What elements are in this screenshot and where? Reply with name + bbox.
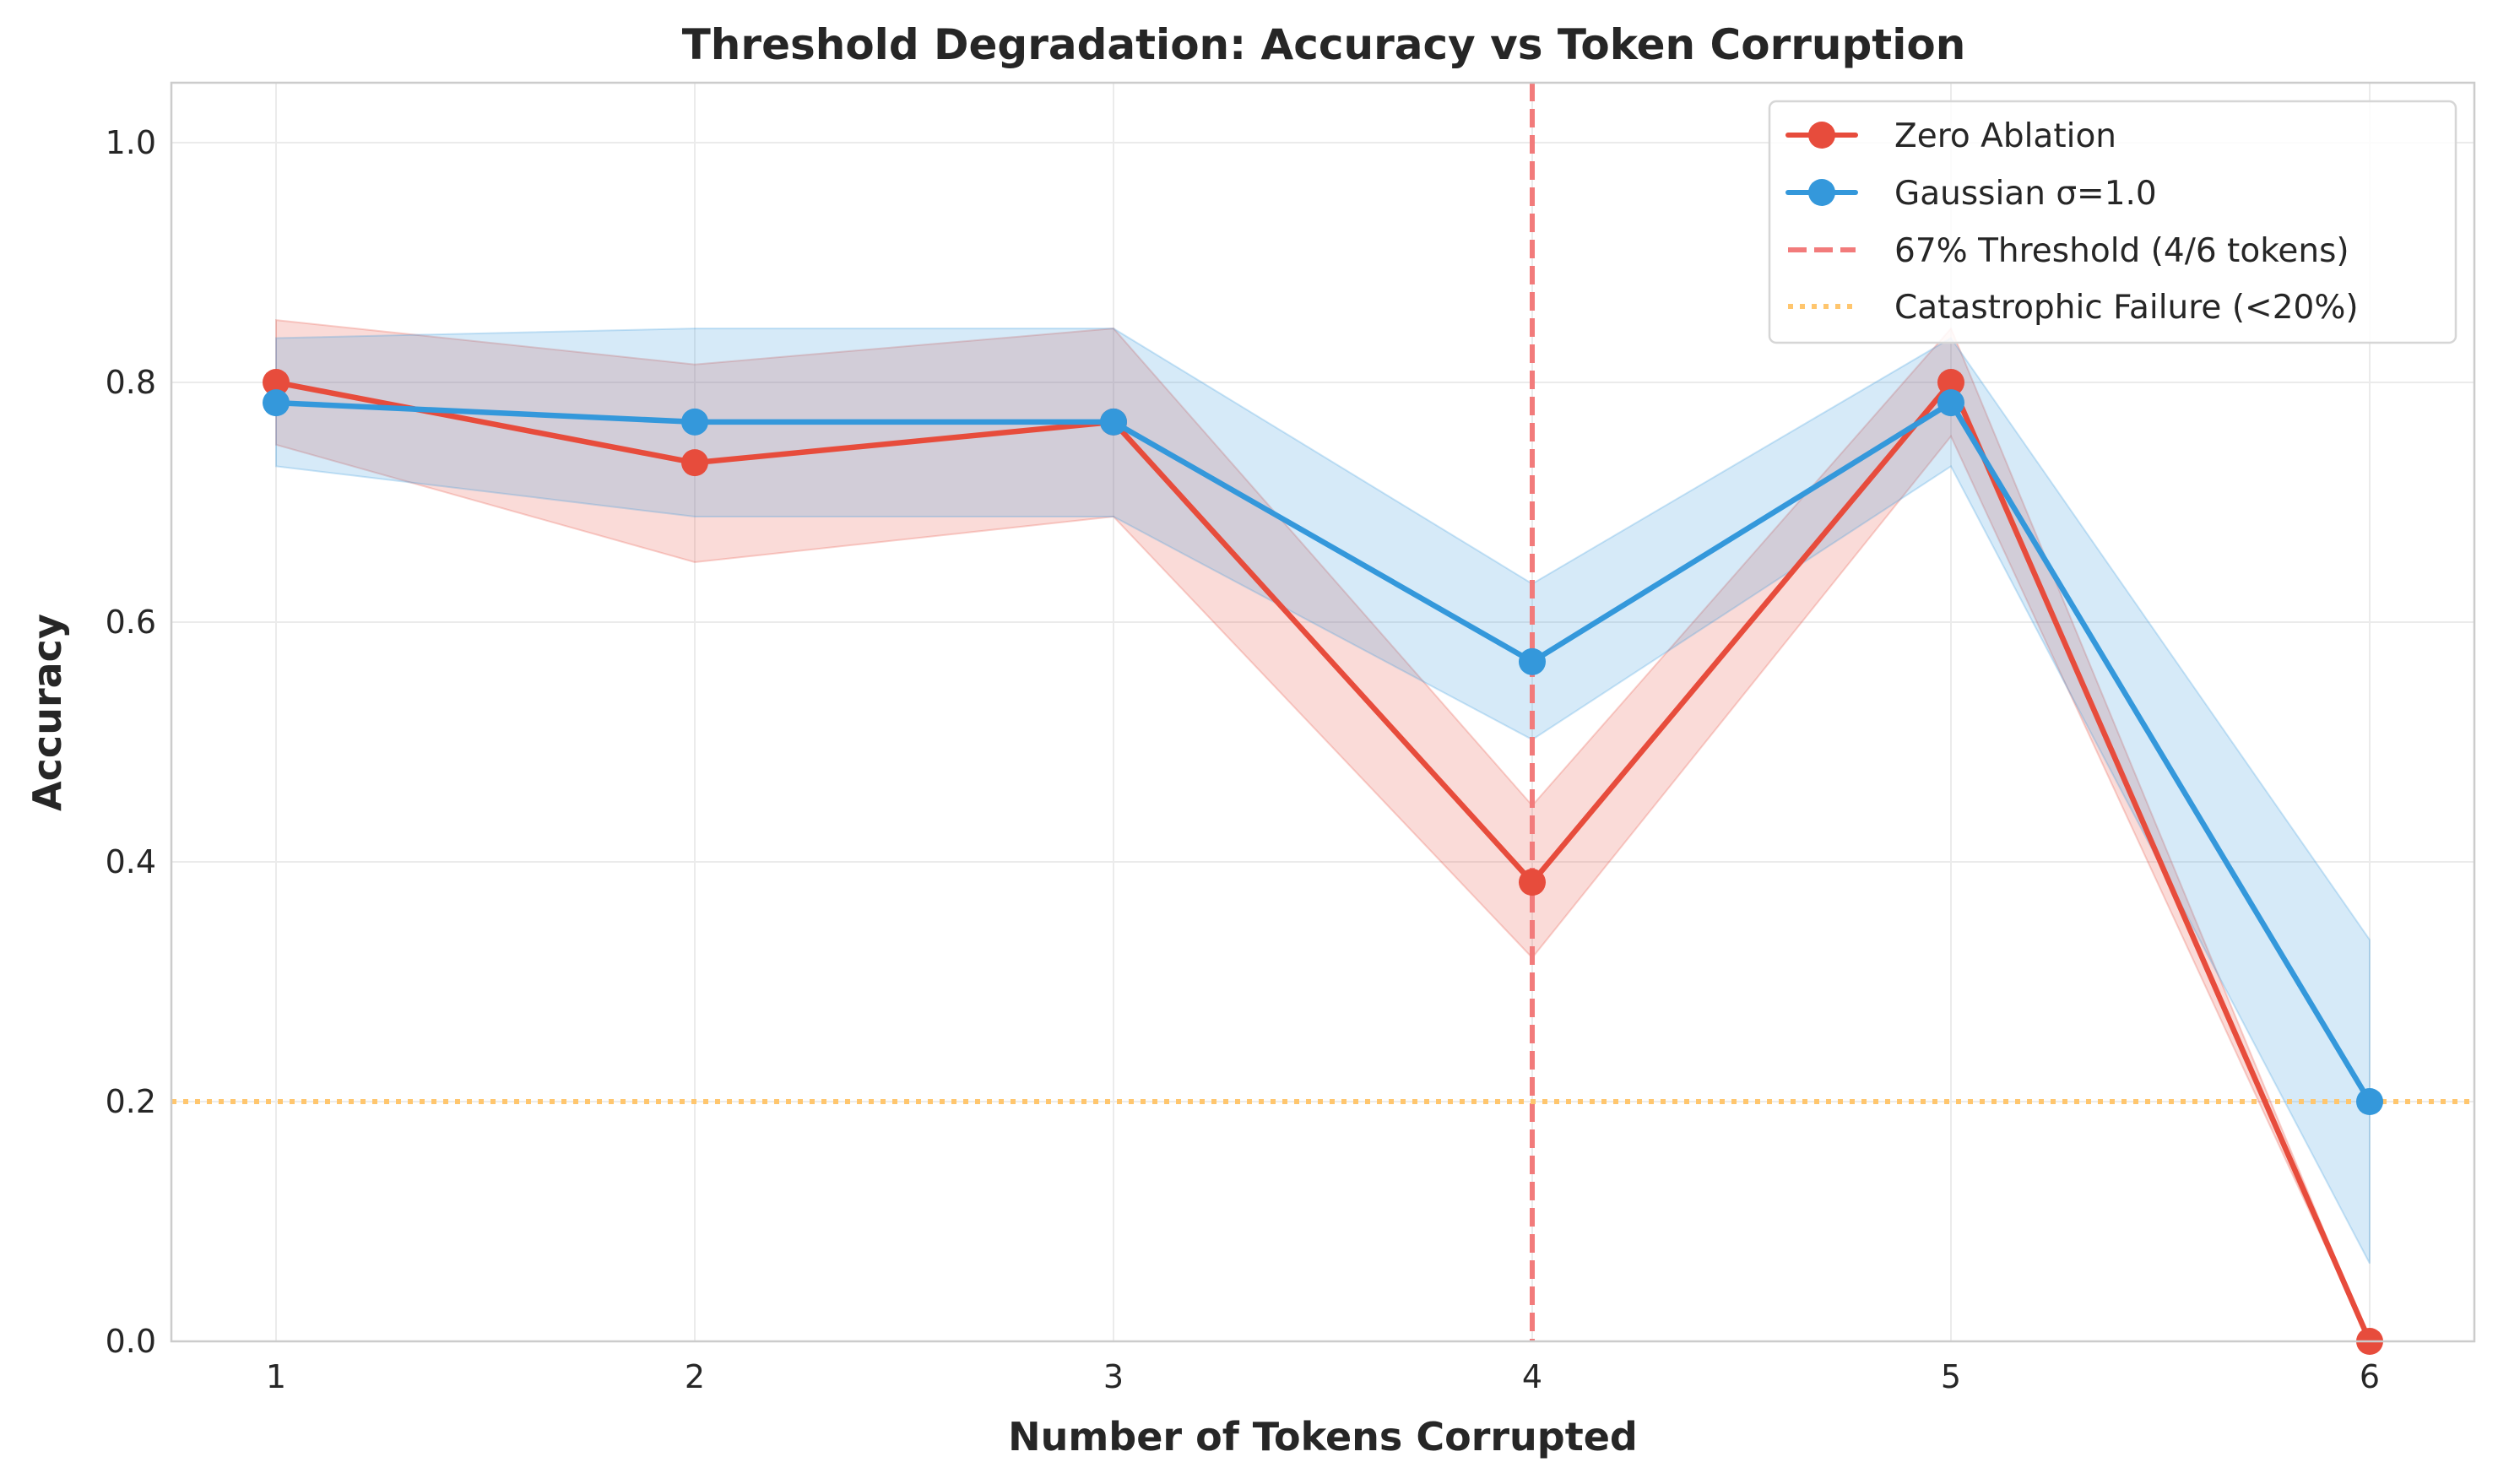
legend-entry-zero-ablation: Zero Ablation: [1785, 117, 2116, 155]
legend-label-zero-ablation: Zero Ablation: [1894, 117, 2116, 155]
legend-label-threshold: 67% Threshold (4/6 tokens): [1894, 232, 2349, 270]
y-tick-label: 0.8: [106, 364, 156, 401]
series-line-gaussian: [273, 399, 2373, 1105]
data-point-zero-ablation: [1937, 369, 1964, 396]
legend: Zero Ablation Gaussian σ=1.0 67% Thresho…: [1768, 100, 2457, 344]
y-tick-label: 0.2: [106, 1083, 156, 1120]
legend-frame: [1768, 100, 2457, 344]
series-line-zero-ablation: [273, 379, 2373, 1345]
data-point-gaussian: [681, 408, 708, 436]
legend-marker-zero-ablation: [1808, 122, 1835, 149]
data-point-zero-ablation: [681, 449, 708, 477]
x-tick-label: 2: [685, 1358, 705, 1395]
x-axis-label: Number of Tokens Corrupted: [1008, 1414, 1638, 1460]
y-tick-label: 0.0: [106, 1323, 156, 1360]
data-point-gaussian: [2356, 1088, 2383, 1115]
x-tick-label: 6: [2360, 1358, 2380, 1395]
data-point-gaussian: [1100, 408, 1127, 436]
y-tick-label: 0.6: [106, 604, 156, 641]
y-tick-label: 1.0: [106, 124, 156, 161]
x-tick-label: 3: [1103, 1358, 1124, 1395]
x-tick-label: 5: [1941, 1358, 1961, 1395]
data-series: [263, 369, 2383, 1355]
reference-lines: [171, 83, 2474, 1341]
y-tick-label: 0.4: [106, 843, 156, 880]
x-tick-label: 4: [1522, 1358, 1542, 1395]
plot-frame: [170, 81, 2476, 1343]
data-point-gaussian: [1937, 389, 1964, 417]
x-axis-ticks: 1 2 3 4 5 6: [266, 1358, 2380, 1395]
data-point-zero-ablation: [1519, 869, 1546, 896]
chart-title: Threshold Degradation: Accuracy vs Token…: [682, 20, 1966, 69]
legend-entry-gaussian: Gaussian σ=1.0: [1785, 175, 2157, 213]
x-tick-label: 1: [266, 1358, 286, 1395]
legend-entry-threshold: 67% Threshold (4/6 tokens): [1788, 232, 2349, 270]
legend-marker-gaussian: [1808, 179, 1835, 206]
legend-entry-catastrophic: Catastrophic Failure (<20%): [1788, 289, 2359, 327]
y-axis-label: Accuracy: [24, 614, 70, 811]
legend-label-catastrophic: Catastrophic Failure (<20%): [1894, 289, 2359, 327]
data-point-gaussian: [263, 389, 290, 417]
data-point-gaussian: [1519, 647, 1546, 675]
data-point-zero-ablation: [263, 369, 290, 396]
legend-label-gaussian: Gaussian σ=1.0: [1894, 175, 2157, 213]
y-axis-ticks: 0.0 0.2 0.4 0.6 0.8 1.0: [106, 124, 156, 1360]
